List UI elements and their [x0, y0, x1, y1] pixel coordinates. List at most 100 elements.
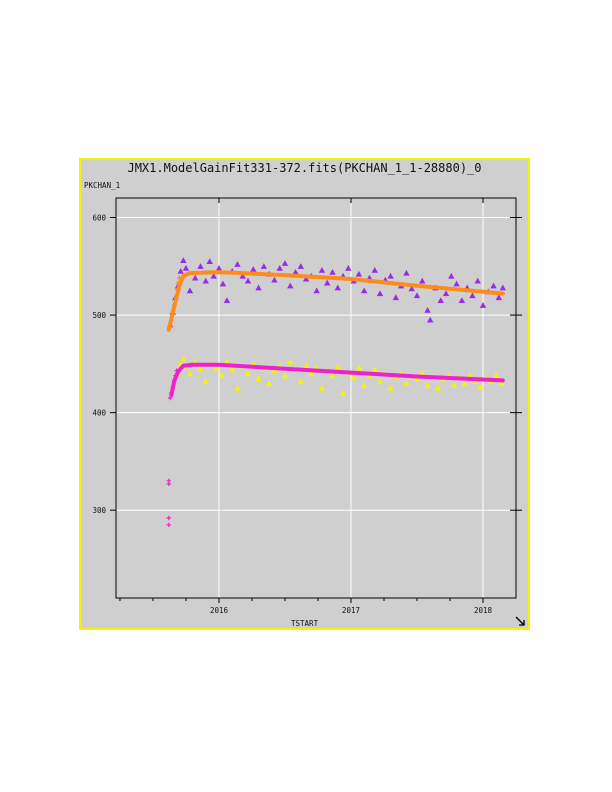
series-3-point-56	[461, 380, 468, 386]
plot-window: 300 400 500 600 2016 2017 2018 JMX1.ModelGainF…	[79, 158, 530, 630]
series-0-point-10	[202, 277, 209, 284]
series-0-point-44	[376, 290, 384, 297]
series-0-point-7	[186, 287, 194, 294]
series-0-point-58	[448, 272, 455, 279]
series-0-point-60	[458, 297, 466, 303]
series-0-point-54	[426, 316, 434, 323]
resize-corner-icon[interactable]	[514, 615, 526, 627]
series-3-point-15	[244, 370, 252, 377]
series-0-point-25	[276, 265, 283, 271]
series-3-point-29	[318, 385, 326, 391]
series-0-point-63	[474, 277, 481, 284]
series-0-point-11	[206, 258, 213, 264]
series-2-fit-line	[166, 270, 505, 332]
series-0-point-21	[255, 284, 262, 291]
series-3-point-4	[186, 370, 194, 377]
series-0-point-62	[469, 292, 476, 299]
series-3-point-27	[308, 370, 315, 377]
y-tick-label-0: 300	[92, 506, 106, 515]
series-0-point-20	[250, 266, 257, 272]
series-0-point-32	[313, 287, 320, 294]
series-3-point-10	[218, 372, 225, 379]
series-3-point-40	[376, 378, 384, 384]
series-0-point-36	[334, 284, 341, 291]
series-0-point-43	[371, 266, 378, 273]
series-0-point-28	[292, 268, 299, 275]
series-4-point-1	[166, 481, 172, 487]
series-3-point-6	[197, 365, 204, 372]
series-5-fit-line	[169, 362, 505, 398]
series-0-point-5	[180, 257, 187, 263]
series-0-point-34	[324, 279, 331, 286]
series-3-point-35	[350, 374, 357, 381]
series-0-point-68	[499, 284, 506, 291]
series-4-point-3	[166, 522, 172, 528]
plot-area-border	[115, 197, 517, 599]
series-3-point-33	[339, 389, 347, 396]
series-3-point-45	[403, 380, 410, 386]
series-0-point-30	[302, 275, 310, 282]
series-0-point-29	[297, 263, 305, 269]
series-0-point-57	[442, 290, 450, 297]
series-0-point-27	[287, 282, 294, 289]
series-0-point-24	[271, 276, 278, 283]
series-3-point-9	[213, 364, 220, 371]
series-0-point-15	[223, 297, 231, 303]
series-0-point-18	[239, 272, 246, 279]
series-0-point-53	[424, 306, 431, 313]
y-axis-label: PKCHAN_1	[84, 181, 121, 190]
series-3-point-54	[450, 382, 458, 388]
series-3-point-13	[234, 385, 241, 391]
series-3-point-25	[297, 378, 305, 384]
series-3-point-63	[498, 380, 505, 386]
series-3-point-20	[271, 367, 278, 374]
series-0-point-26	[281, 260, 289, 266]
series-0-point-51	[413, 292, 421, 299]
series-3-point-11	[223, 358, 231, 365]
y-tick-label-1: 400	[92, 409, 106, 418]
series-3-point-17	[255, 375, 262, 382]
series-0-point-9	[197, 263, 204, 269]
series-0-point-49	[403, 269, 410, 276]
series-3-point-23	[287, 358, 294, 365]
series-3-point-62	[492, 372, 500, 379]
series-0-point-14	[219, 280, 227, 287]
series-3-point-26	[302, 362, 310, 369]
series-3-point-47	[413, 376, 421, 383]
series-3-point-19	[265, 380, 273, 386]
series-0-point-8	[192, 274, 199, 281]
series-0-point-22	[260, 263, 268, 269]
series-3-point-57	[466, 372, 473, 379]
series-0-point-66	[490, 282, 497, 289]
series-3-point-59	[477, 384, 484, 390]
series-0-point-13	[215, 265, 223, 271]
series-3-point-36	[355, 364, 363, 371]
series-3-point-42	[387, 385, 394, 391]
series-0-point-4	[177, 267, 184, 274]
series-0-point-41	[360, 287, 368, 294]
x-axis-label: TSTART	[291, 619, 319, 628]
x-tick-label-1: 2017	[342, 606, 360, 615]
series-0-point-19	[244, 277, 252, 284]
series-0-point-52	[419, 277, 426, 284]
x-tick-label-2: 2018	[474, 606, 493, 615]
series-3-point-37	[360, 382, 368, 388]
series-0-point-12	[210, 272, 217, 279]
series-3-point-49	[424, 382, 431, 388]
series-0-point-59	[453, 280, 460, 287]
series-0-point-40	[355, 270, 363, 277]
series-4-point-2	[166, 515, 172, 521]
series-3-point-51	[434, 385, 442, 391]
series-0-point-64	[479, 302, 487, 308]
series-0-point-33	[318, 266, 326, 273]
series-3-point-39	[371, 366, 378, 373]
series-0-point-35	[329, 268, 336, 275]
series-0-point-17	[234, 261, 241, 267]
x-tick-label-0: 2016	[210, 606, 229, 615]
series-3-point-2	[180, 355, 187, 362]
y-tick-label-3: 600	[92, 214, 106, 223]
chart-svg: 300 400 500 600 2016 2017 2018	[92, 197, 522, 615]
series-3-point-7	[202, 378, 209, 384]
series-3-point-32	[334, 363, 341, 370]
series-0-point-56	[437, 297, 444, 303]
